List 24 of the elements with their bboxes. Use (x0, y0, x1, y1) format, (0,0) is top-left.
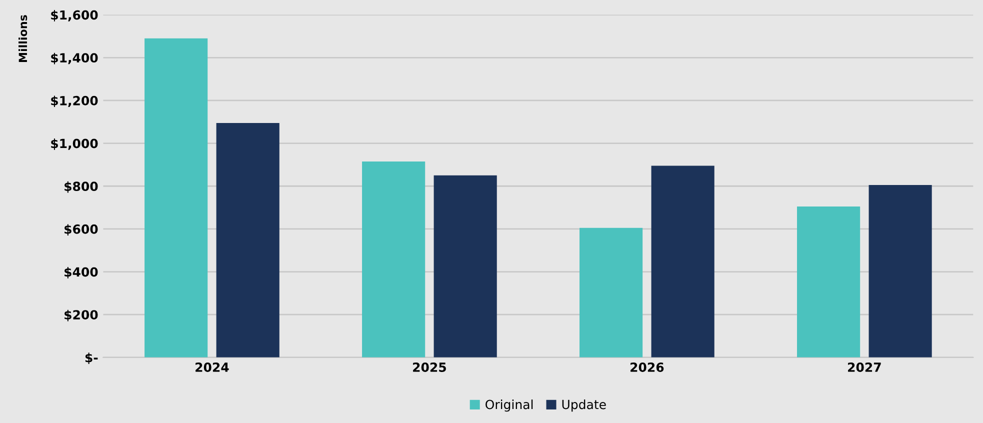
bar (434, 175, 497, 358)
legend-label: Update (562, 400, 606, 412)
y-tick-label: $1,600 (51, 10, 98, 22)
bar (580, 228, 643, 358)
x-tick-label: 2025 (413, 362, 446, 372)
y-tick-label: $200 (64, 310, 98, 322)
x-tick-label: 2024 (196, 362, 229, 372)
x-tick-label: 2026 (630, 362, 664, 372)
x-tick-label: 2027 (848, 362, 881, 372)
bar (651, 166, 714, 358)
y-tick-label: $1,400 (51, 52, 98, 64)
y-tick-label: $600 (64, 224, 98, 236)
bar (144, 38, 208, 358)
y-tick-label: $- (85, 352, 98, 364)
y-tick-label: $1,000 (51, 138, 98, 150)
legend-label: Original (486, 400, 533, 412)
bar (868, 185, 932, 358)
y-axis-title: Millions (18, 15, 28, 62)
bar (362, 161, 426, 358)
bar (797, 206, 860, 358)
bar (216, 122, 280, 358)
y-tick-label: $400 (64, 267, 98, 278)
y-tick-label: $1,200 (51, 96, 98, 108)
y-tick-label: $800 (64, 181, 98, 193)
